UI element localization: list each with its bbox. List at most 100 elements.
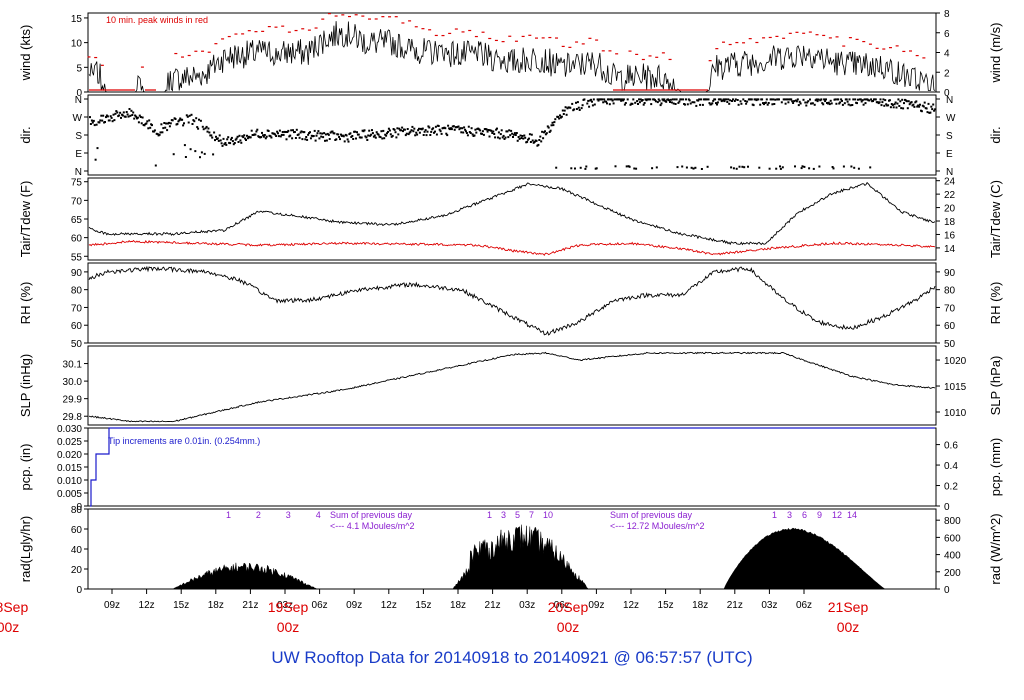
dir-point [780, 101, 783, 104]
rad-series-area [171, 562, 318, 590]
dir-point [880, 104, 883, 107]
dir-point [608, 103, 611, 106]
dir-point [293, 131, 296, 133]
xticklabel: 03z [277, 600, 293, 611]
dir-point [470, 127, 473, 130]
dir-point [580, 107, 583, 110]
dir-point [447, 124, 450, 127]
dir-point [108, 119, 111, 122]
rad-hour-mark: 6 [802, 510, 807, 520]
dir-point [903, 102, 905, 105]
dir-point [783, 98, 786, 101]
dir-point [825, 98, 827, 101]
dir-point [906, 107, 909, 110]
rad-hour-mark: 9 [817, 510, 822, 520]
dir-point [804, 101, 807, 104]
panel-frame-rh [87, 262, 937, 344]
dir-point [513, 132, 516, 135]
dir-point [159, 131, 162, 134]
dir-point [412, 130, 415, 133]
dir-point [227, 136, 230, 139]
dir-point [386, 132, 388, 135]
dir-point [882, 98, 885, 101]
dir-point [482, 133, 485, 136]
dir-point [345, 134, 348, 137]
xticklabel: 06z [312, 600, 328, 611]
dir-point [611, 99, 614, 102]
dir-point [211, 136, 214, 139]
dir-point [685, 166, 688, 169]
dir-point [372, 135, 375, 138]
dir-point [545, 132, 548, 135]
dir-point [579, 166, 582, 169]
dir-point [231, 140, 234, 143]
yticklabel-right-wind: 6 [944, 29, 950, 40]
dir-point [806, 101, 809, 104]
panel-frame-temp [87, 177, 937, 261]
dir-point [411, 125, 414, 128]
dir-point [841, 103, 844, 106]
dir-point [354, 130, 357, 133]
dir-point [557, 115, 560, 118]
dir-point [122, 111, 125, 114]
dir-point [837, 98, 840, 101]
dir-point [745, 102, 748, 105]
yticklabel-left-rh: 90 [71, 268, 83, 279]
dir-point [313, 129, 316, 132]
dir-point [739, 100, 742, 103]
day-label-time: 00z [0, 619, 19, 635]
dir-point [672, 102, 675, 105]
dir-point [862, 103, 865, 106]
dir-point [485, 128, 488, 131]
dir-point [901, 98, 904, 101]
dir-point [750, 98, 753, 101]
dir-point [450, 128, 453, 131]
dir-point [743, 166, 746, 169]
dir-point [584, 167, 587, 170]
dir-point [333, 132, 336, 135]
xticklabel: 15z [415, 600, 431, 611]
dir-point [140, 122, 143, 125]
dir-point [387, 130, 389, 133]
yticklabel-left-temp: 55 [71, 252, 83, 263]
dir-point [925, 107, 928, 110]
dir-point [244, 137, 247, 140]
dir-point [691, 101, 694, 104]
dir-point [444, 127, 447, 130]
dir-point [542, 137, 545, 140]
dir-point [207, 127, 210, 130]
dir-point [298, 136, 301, 139]
dir-point [90, 119, 93, 122]
dir-point [89, 116, 91, 119]
dir-point [439, 130, 442, 133]
dir-point [413, 127, 416, 130]
dir-point [675, 98, 678, 101]
dir-point [459, 127, 462, 130]
dir-point [778, 98, 780, 101]
dir-point [465, 132, 468, 134]
dir-point [632, 98, 635, 101]
dir-point [165, 122, 168, 125]
dir-point [181, 118, 184, 121]
dir-point [774, 98, 777, 101]
dir-point [499, 133, 502, 136]
dir-point [156, 133, 159, 136]
dir-point [292, 129, 294, 132]
yticklabel-left-pcp: 0 [76, 502, 82, 513]
dir-point [688, 99, 691, 102]
dir-point [89, 123, 92, 125]
ylabel-left-pcp: pcp. (in) [18, 444, 33, 491]
dir-point [281, 131, 284, 133]
dir-point [537, 143, 540, 146]
dir-point [681, 165, 684, 168]
dir-point [367, 134, 370, 137]
xticklabel: 12z [381, 600, 397, 611]
dir-point [139, 116, 142, 118]
dir-point [587, 99, 590, 102]
dir-point [813, 103, 816, 106]
dir-point [773, 103, 776, 105]
dir-point [635, 167, 638, 170]
dir-point [565, 113, 568, 116]
dir-point [838, 102, 841, 105]
